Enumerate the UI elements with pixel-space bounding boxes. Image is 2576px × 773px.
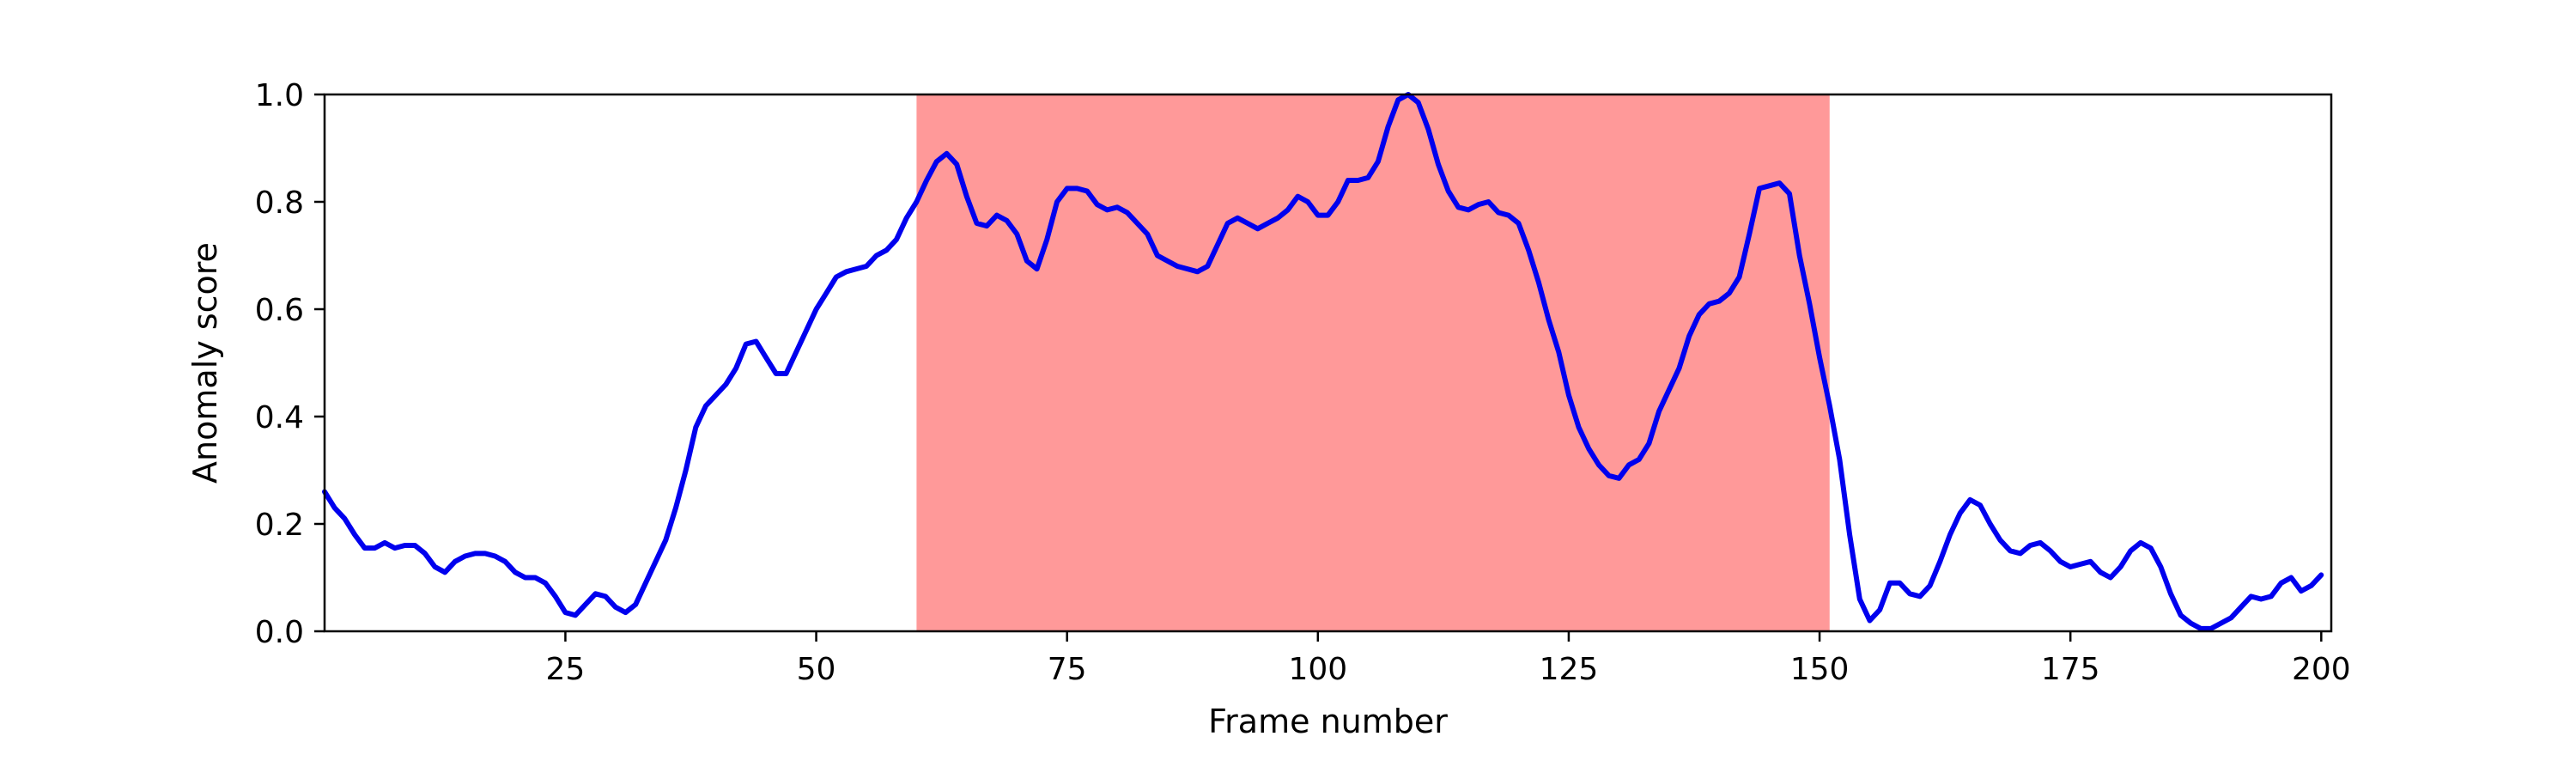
ticks-layer: 25 50 75 100 125 150 175 200 0.0 0.2 0.4 0.6 0.8 1.0: [255, 78, 2351, 687]
series-line-0: [322, 92, 2324, 631]
y-tick-label: 1.0: [255, 78, 304, 113]
y-tick-label: 0.2: [255, 508, 304, 543]
series-layer: [322, 92, 2324, 631]
y-tick-label: 0.6: [255, 293, 304, 328]
plot-frame: [323, 93, 2333, 633]
x-axis-title: Frame number: [1208, 703, 1448, 740]
x-tick-label: 100: [1288, 652, 1347, 687]
x-tick-label: 75: [1048, 652, 1087, 687]
x-tick-label: 200: [2292, 652, 2351, 687]
x-tick-label: 150: [1790, 652, 1850, 687]
x-tick-label: 50: [797, 652, 836, 687]
axes-layer: [323, 93, 2333, 633]
x-tick-label: 175: [2041, 652, 2100, 687]
y-tick-label: 0.4: [255, 400, 304, 435]
highlight-region: [916, 94, 1830, 631]
x-tick-label: 25: [546, 652, 586, 687]
highlight-layer: [916, 94, 1830, 631]
x-tick-label: 125: [1540, 652, 1599, 687]
y-tick-label: 0.0: [255, 615, 304, 650]
y-axis-title: Anomaly score: [186, 242, 224, 484]
y-tick-label: 0.8: [255, 186, 304, 221]
